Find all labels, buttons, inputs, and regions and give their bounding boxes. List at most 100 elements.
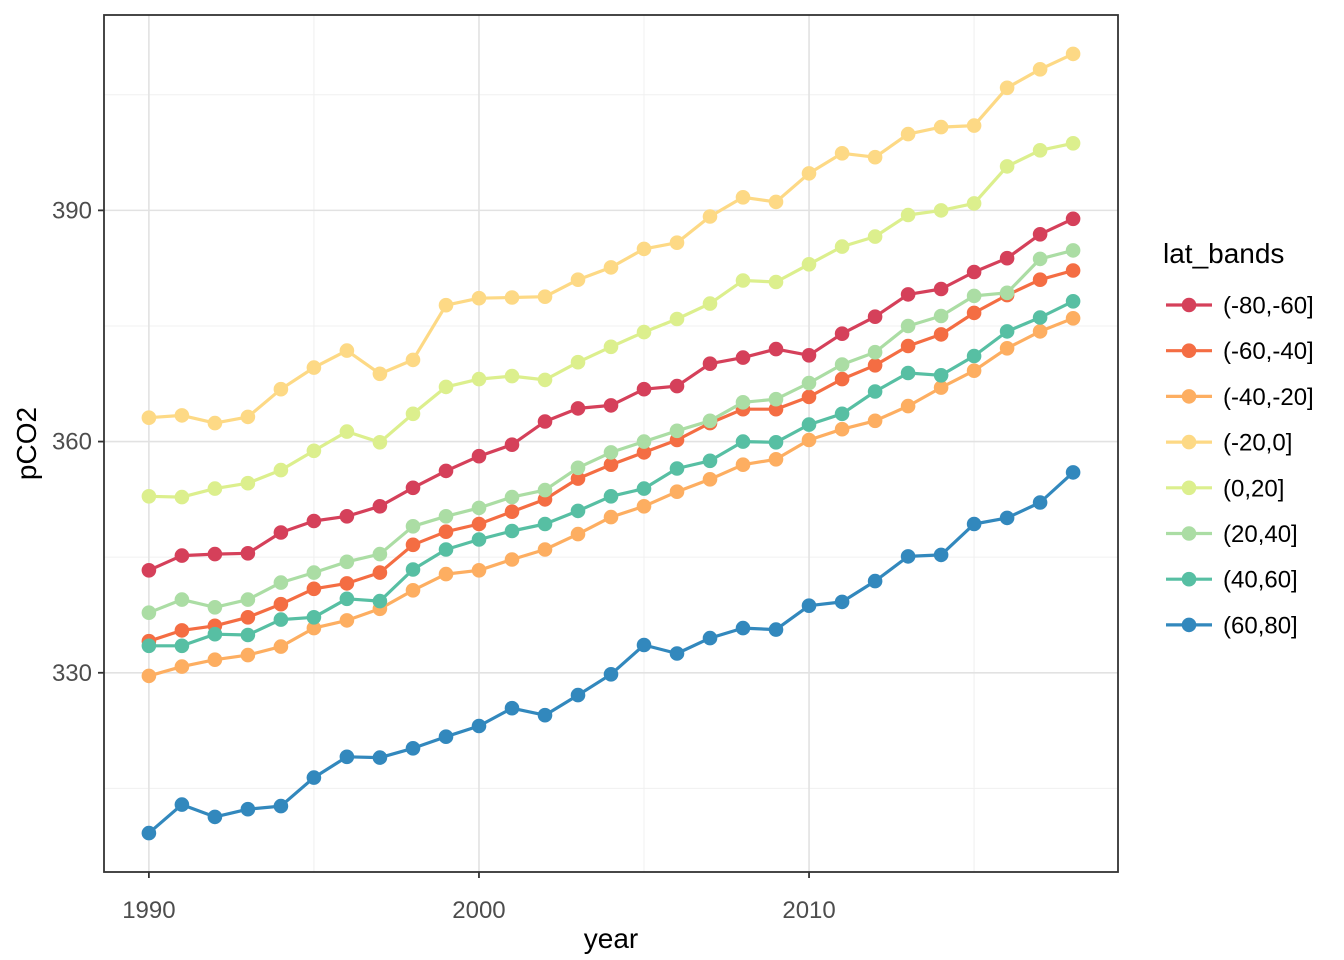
data-point	[702, 209, 718, 224]
data-point	[735, 395, 751, 410]
data-point	[867, 413, 883, 429]
data-point	[933, 203, 949, 218]
data-point	[273, 798, 289, 814]
data-point	[867, 149, 883, 165]
legend-label: (-60,-40]	[1223, 338, 1314, 365]
data-point	[1032, 227, 1048, 242]
data-point	[471, 532, 487, 547]
data-point	[504, 368, 520, 384]
data-point	[900, 365, 916, 381]
data-point	[306, 565, 322, 580]
data-point	[240, 610, 256, 625]
data-point	[240, 627, 256, 643]
panel-border	[103, 14, 1119, 873]
data-point	[405, 352, 421, 368]
data-point	[933, 380, 949, 395]
data-point	[306, 770, 322, 785]
data-point	[702, 630, 718, 646]
data-point	[768, 274, 784, 290]
data-point	[240, 546, 256, 561]
data-point	[438, 566, 454, 582]
data-point	[834, 421, 850, 437]
data-point	[570, 471, 586, 486]
y-tick-label: 360	[52, 429, 92, 456]
data-point	[735, 190, 751, 205]
data-point	[1065, 294, 1081, 309]
data-point	[240, 409, 256, 425]
data-point	[834, 371, 850, 387]
data-point	[405, 519, 421, 534]
data-point	[240, 801, 256, 817]
data-point	[339, 749, 355, 765]
data-point	[372, 546, 388, 562]
data-point	[372, 593, 388, 609]
legend-label: (-40,-20]	[1223, 384, 1314, 411]
data-point	[636, 445, 652, 460]
data-point	[702, 413, 718, 429]
x-tick-label: 1990	[122, 897, 175, 924]
data-point	[471, 718, 487, 734]
data-point	[768, 391, 784, 407]
data-point	[636, 381, 652, 397]
data-point	[273, 462, 289, 478]
x-tick-label: 2000	[452, 897, 505, 924]
data-point	[603, 339, 619, 355]
x-axis-title: year	[584, 923, 638, 954]
data-point	[438, 509, 454, 524]
legend-label: (-20,0]	[1223, 430, 1292, 457]
data-point	[174, 548, 190, 563]
data-point	[801, 598, 817, 613]
data-point	[900, 207, 916, 223]
data-point	[273, 525, 289, 540]
data-point	[372, 750, 388, 765]
data-point	[141, 489, 157, 504]
data-point	[339, 509, 355, 524]
data-point	[207, 809, 223, 825]
legend-label: (0,20]	[1223, 475, 1284, 502]
legend-key-point	[1181, 297, 1197, 313]
data-point	[141, 563, 157, 578]
data-point	[735, 350, 751, 365]
data-point	[735, 457, 751, 473]
data-point	[603, 445, 619, 460]
data-point	[240, 592, 256, 607]
data-point	[306, 443, 322, 459]
data-point	[141, 668, 157, 684]
data-point	[702, 472, 718, 487]
data-point	[636, 481, 652, 496]
data-point	[603, 489, 619, 504]
data-point	[372, 499, 388, 514]
data-point	[207, 600, 223, 615]
data-point	[339, 554, 355, 570]
data-point	[141, 605, 157, 620]
legend-key-point	[1181, 480, 1197, 496]
data-point	[504, 504, 520, 519]
data-point	[867, 573, 883, 589]
data-point	[570, 272, 586, 288]
data-point	[537, 482, 553, 498]
data-point	[141, 638, 157, 654]
data-point	[603, 667, 619, 682]
data-point	[504, 523, 520, 539]
data-point	[207, 546, 223, 562]
data-point	[966, 118, 982, 133]
y-tick-label: 390	[52, 197, 92, 224]
data-point	[801, 417, 817, 432]
data-point	[999, 510, 1015, 526]
legend-key-point	[1181, 526, 1197, 541]
data-point	[999, 80, 1015, 96]
data-point	[768, 622, 784, 637]
data-point	[471, 371, 487, 387]
data-point	[504, 290, 520, 305]
data-point	[471, 448, 487, 464]
y-tick-label: 330	[52, 660, 92, 687]
data-point	[207, 415, 223, 431]
data-point	[537, 289, 553, 305]
data-point	[471, 516, 487, 532]
data-point	[801, 389, 817, 405]
data-point	[966, 288, 982, 304]
data-point	[1065, 136, 1081, 151]
data-point	[372, 435, 388, 450]
